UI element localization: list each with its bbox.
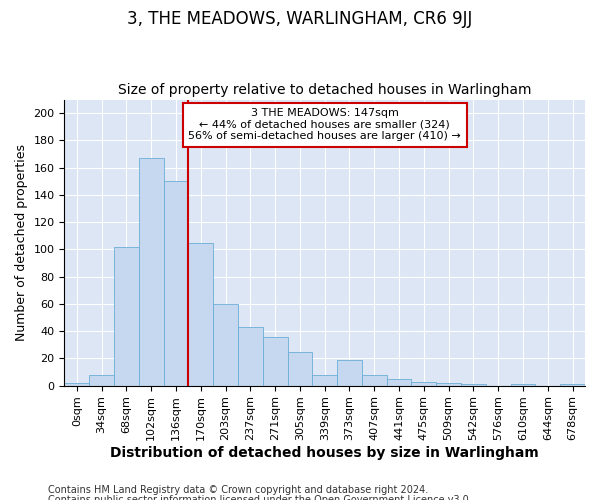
Bar — [386, 379, 412, 386]
Bar — [461, 384, 486, 386]
Text: Contains public sector information licensed under the Open Government Licence v3: Contains public sector information licen… — [48, 495, 472, 500]
Bar — [89, 375, 114, 386]
Text: 3, THE MEADOWS, WARLINGHAM, CR6 9JJ: 3, THE MEADOWS, WARLINGHAM, CR6 9JJ — [127, 10, 473, 28]
Bar — [238, 327, 263, 386]
Bar — [213, 304, 238, 386]
Title: Size of property relative to detached houses in Warlingham: Size of property relative to detached ho… — [118, 83, 532, 97]
Bar — [188, 242, 213, 386]
Bar — [287, 352, 313, 386]
Text: 3 THE MEADOWS: 147sqm
← 44% of detached houses are smaller (324)
56% of semi-det: 3 THE MEADOWS: 147sqm ← 44% of detached … — [188, 108, 461, 142]
Bar — [436, 383, 461, 386]
Bar — [164, 182, 188, 386]
Y-axis label: Number of detached properties: Number of detached properties — [15, 144, 28, 341]
Bar — [560, 384, 585, 386]
Text: Contains HM Land Registry data © Crown copyright and database right 2024.: Contains HM Land Registry data © Crown c… — [48, 485, 428, 495]
Bar — [139, 158, 164, 386]
Bar — [362, 375, 386, 386]
Bar — [412, 382, 436, 386]
Bar — [313, 375, 337, 386]
Bar — [511, 384, 535, 386]
Bar — [263, 336, 287, 386]
Bar — [114, 246, 139, 386]
Bar — [64, 383, 89, 386]
X-axis label: Distribution of detached houses by size in Warlingham: Distribution of detached houses by size … — [110, 446, 539, 460]
Bar — [337, 360, 362, 386]
